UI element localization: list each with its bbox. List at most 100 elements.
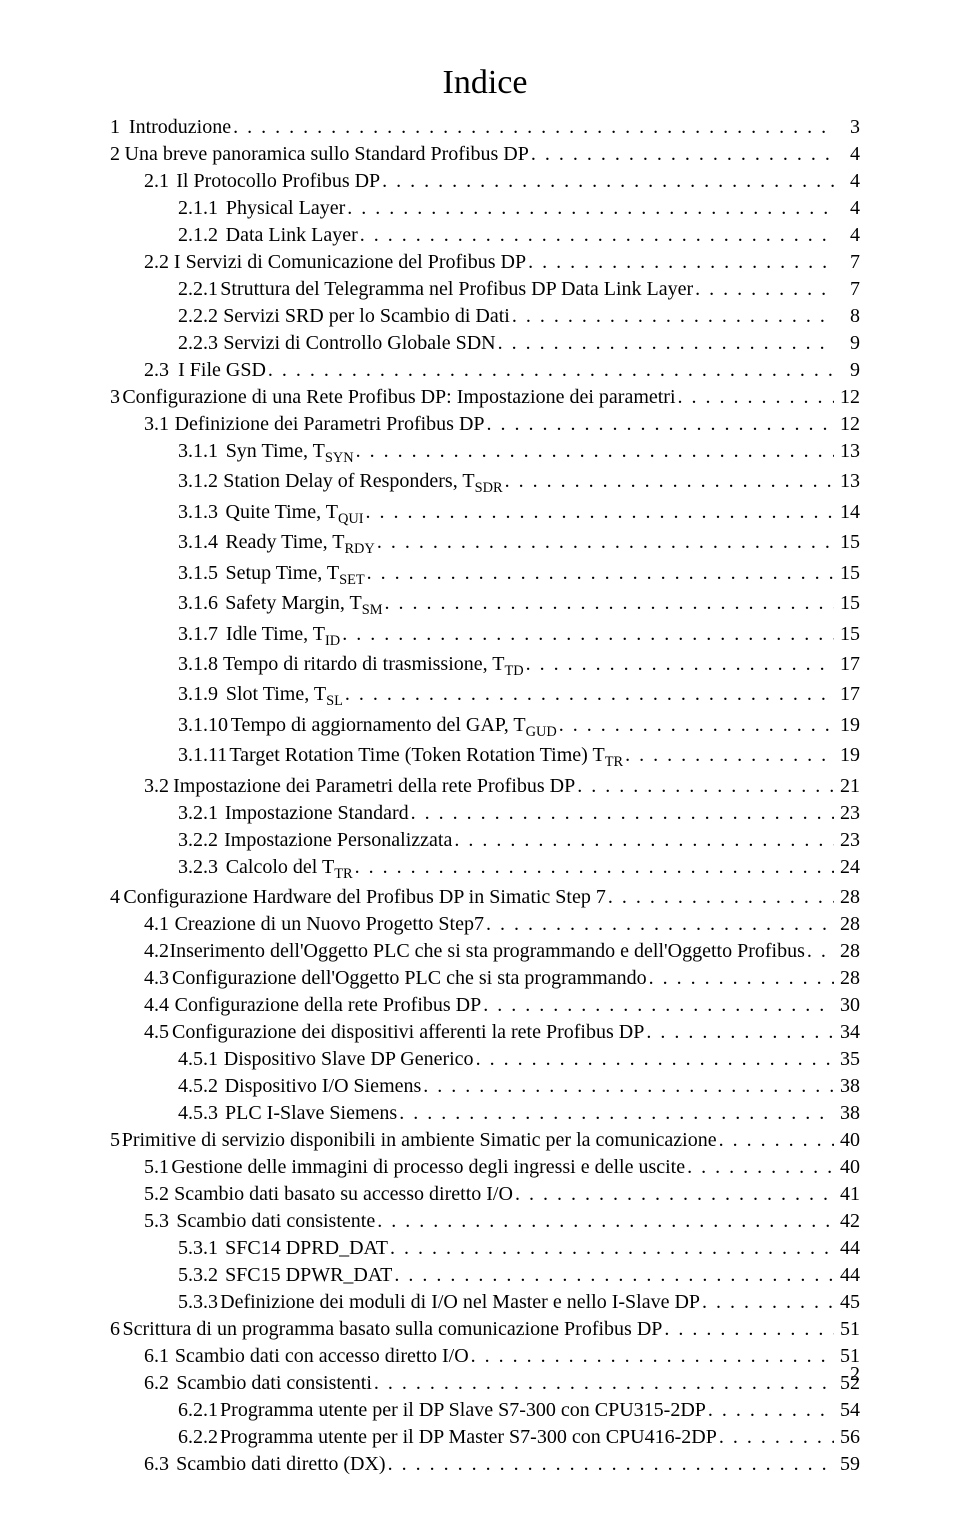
toc-entry[interactable]: 4.3Configurazione dell'Oggetto PLC che s… <box>110 965 860 992</box>
toc-entry[interactable]: 6Scrittura di un programma basato sulla … <box>110 1316 860 1343</box>
toc-entry[interactable]: 2.2.2Servizi SRD per lo Scambio di Dati8 <box>110 303 860 330</box>
toc-entry[interactable]: 6.1Scambio dati con accesso diretto I/O5… <box>110 1343 860 1370</box>
toc-entry-label: Primitive di servizio disponibili in amb… <box>122 1127 717 1154</box>
toc-entry[interactable]: 4.5.3PLC I-Slave Siemens38 <box>110 1100 860 1127</box>
toc-entry-number: 2.1 <box>144 168 169 195</box>
toc-entry[interactable]: 3.1.5Setup Time, TSET15 <box>110 560 860 590</box>
toc-entry[interactable]: 5.3.2SFC15 DPWR_DAT44 <box>110 1262 860 1289</box>
toc-entry[interactable]: 4.1Creazione di un Nuovo Progetto Step72… <box>110 911 860 938</box>
toc-entry-label: Configurazione della rete Profibus DP <box>175 992 482 1019</box>
toc-entry-label: Target Rotation Time (Token Rotation Tim… <box>229 742 623 772</box>
toc-entry-number: 3.1.5 <box>178 560 218 587</box>
toc-entry[interactable]: 4.5Configurazione dei dispositivi affere… <box>110 1019 860 1046</box>
toc-entry[interactable]: 3.1.10Tempo di aggiornamento del GAP, TG… <box>110 712 860 742</box>
toc-entry-label: Tempo di aggiornamento del GAP, TGUD <box>231 712 557 742</box>
toc-dot-leader <box>646 1019 834 1046</box>
toc-entry[interactable]: 3.1.4Ready Time, TRDY15 <box>110 529 860 559</box>
toc-entry[interactable]: 3.1.9Slot Time, TSL17 <box>110 681 860 711</box>
toc-dot-leader <box>471 1343 834 1370</box>
toc-entry-page: 28 <box>836 884 860 911</box>
toc-entry-number: 3.2.2 <box>178 827 218 854</box>
toc-entry[interactable]: 2.2.3Servizi di Controllo Globale SDN9 <box>110 330 860 357</box>
toc-entry[interactable]: 3.1.2Station Delay of Responders, TSDR13 <box>110 468 860 498</box>
toc-entry[interactable]: 2.2I Servizi di Comunicazione del Profib… <box>110 249 860 276</box>
toc-entry[interactable]: 6.2.2Programma utente per il DP Master S… <box>110 1424 860 1451</box>
toc-entry[interactable]: 5.3Scambio dati consistente42 <box>110 1208 860 1235</box>
toc-entry[interactable]: 3.2.3Calcolo del TTR24 <box>110 854 860 884</box>
toc-dot-leader <box>505 468 834 495</box>
toc-entry-label: Definizione dei moduli di I/O nel Master… <box>220 1289 700 1316</box>
toc-entry-number: 3.1.11 <box>178 742 227 769</box>
toc-entry-label: Servizi SRD per lo Scambio di Dati <box>223 303 510 330</box>
toc-entry[interactable]: 5.3.1SFC14 DPRD_DAT44 <box>110 1235 860 1262</box>
toc-entry[interactable]: 3.1.3Quite Time, TQUI14 <box>110 499 860 529</box>
toc-dot-leader <box>807 938 834 965</box>
toc-entry[interactable]: 6.2Scambio dati consistenti52 <box>110 1370 860 1397</box>
toc-entry[interactable]: 4.5.1Dispositivo Slave DP Generico35 <box>110 1046 860 1073</box>
toc-entry[interactable]: 6.2.1Programma utente per il DP Slave S7… <box>110 1397 860 1424</box>
toc-entry-page: 23 <box>836 827 860 854</box>
toc-entry[interactable]: 2.1.2Data Link Layer4 <box>110 222 860 249</box>
toc-entry[interactable]: 3.1.1Syn Time, TSYN13 <box>110 438 860 468</box>
toc-entry-label: Impostazione dei Parametri della rete Pr… <box>173 773 575 800</box>
toc-entry-label: Scambio dati consistente <box>176 1208 375 1235</box>
toc-entry-number: 2.2.3 <box>178 330 218 357</box>
toc-entry-number: 3.1 <box>144 411 169 438</box>
toc-dot-leader <box>345 681 834 708</box>
toc-entry-number: 2.1.1 <box>178 195 218 222</box>
toc-entry-label: Calcolo del TTR <box>226 854 353 884</box>
toc-entry[interactable]: 2.3I File GSD9 <box>110 357 860 384</box>
toc-entry-page: 19 <box>836 712 860 739</box>
toc-entry-page: 9 <box>836 330 860 357</box>
toc-entry-number: 3.1.6 <box>178 590 218 617</box>
toc-dot-leader <box>377 1208 834 1235</box>
toc-entry-label: Dispositivo I/O Siemens <box>225 1073 422 1100</box>
table-of-contents: 1Introduzione32Una breve panoramica sull… <box>110 114 860 1478</box>
toc-entry-page: 3 <box>836 114 860 141</box>
toc-entry-number: 3.1.3 <box>178 499 218 526</box>
toc-entry-label: PLC I-Slave Siemens <box>225 1100 397 1127</box>
toc-entry[interactable]: 4.2Inserimento dell'Oggetto PLC che si s… <box>110 938 860 965</box>
toc-entry-label: SFC14 DPRD_DAT <box>225 1235 388 1262</box>
toc-entry-number: 6.1 <box>144 1343 169 1370</box>
toc-entry[interactable]: 3.1.11Target Rotation Time (Token Rotati… <box>110 742 860 772</box>
toc-entry[interactable]: 3Configurazione di una Rete Profibus DP:… <box>110 384 860 411</box>
toc-entry[interactable]: 3.1.8Tempo di ritardo di trasmissione, T… <box>110 651 860 681</box>
toc-entry[interactable]: 5.1Gestione delle immagini di processo d… <box>110 1154 860 1181</box>
toc-entry-number: 6.2 <box>144 1370 169 1397</box>
toc-dot-leader <box>374 1370 834 1397</box>
toc-entry[interactable]: 3.2.1Impostazione Standard23 <box>110 800 860 827</box>
toc-entry-page: 54 <box>836 1397 860 1424</box>
toc-entry[interactable]: 5.2Scambio dati basato su accesso dirett… <box>110 1181 860 1208</box>
toc-entry-number: 4.2 <box>144 938 169 965</box>
toc-entry[interactable]: 2.1Il Protocollo Profibus DP4 <box>110 168 860 195</box>
toc-entry-subscript: SL <box>326 693 343 709</box>
toc-entry-label: Configurazione dei dispositivi afferenti… <box>172 1019 644 1046</box>
toc-entry[interactable]: 5.3.3Definizione dei moduli di I/O nel M… <box>110 1289 860 1316</box>
toc-dot-leader <box>695 276 834 303</box>
toc-entry[interactable]: 4.5.2Dispositivo I/O Siemens38 <box>110 1073 860 1100</box>
toc-entry[interactable]: 3.2Impostazione dei Parametri della rete… <box>110 773 860 800</box>
toc-entry-page: 15 <box>836 529 860 556</box>
toc-entry[interactable]: 3.2.2Impostazione Personalizzata23 <box>110 827 860 854</box>
toc-entry[interactable]: 6.3Scambio dati diretto (DX)59 <box>110 1451 860 1478</box>
toc-entry-page: 34 <box>836 1019 860 1046</box>
toc-entry-subscript: TR <box>605 754 623 770</box>
toc-dot-leader <box>367 560 834 587</box>
toc-entry[interactable]: 3.1.7Idle Time, TID15 <box>110 621 860 651</box>
toc-entry-page: 17 <box>836 681 860 708</box>
toc-entry-page: 12 <box>836 411 860 438</box>
toc-entry[interactable]: 5Primitive di servizio disponibili in am… <box>110 1127 860 1154</box>
toc-entry-page: 7 <box>836 276 860 303</box>
toc-entry[interactable]: 1Introduzione3 <box>110 114 860 141</box>
toc-entry[interactable]: 2.1.1Physical Layer4 <box>110 195 860 222</box>
toc-entry-subscript: SYN <box>325 450 354 466</box>
toc-entry[interactable]: 3.1.6Safety Margin, TSM15 <box>110 590 860 620</box>
toc-entry-label: Station Delay of Responders, TSDR <box>223 468 502 498</box>
toc-entry-page: 21 <box>836 773 860 800</box>
toc-entry[interactable]: 2Una breve panoramica sullo Standard Pro… <box>110 141 860 168</box>
toc-entry[interactable]: 4Configurazione Hardware del Profibus DP… <box>110 884 860 911</box>
toc-entry[interactable]: 4.4Configurazione della rete Profibus DP… <box>110 992 860 1019</box>
toc-entry[interactable]: 3.1Definizione dei Parametri Profibus DP… <box>110 411 860 438</box>
toc-entry[interactable]: 2.2.1Struttura del Telegramma nel Profib… <box>110 276 860 303</box>
